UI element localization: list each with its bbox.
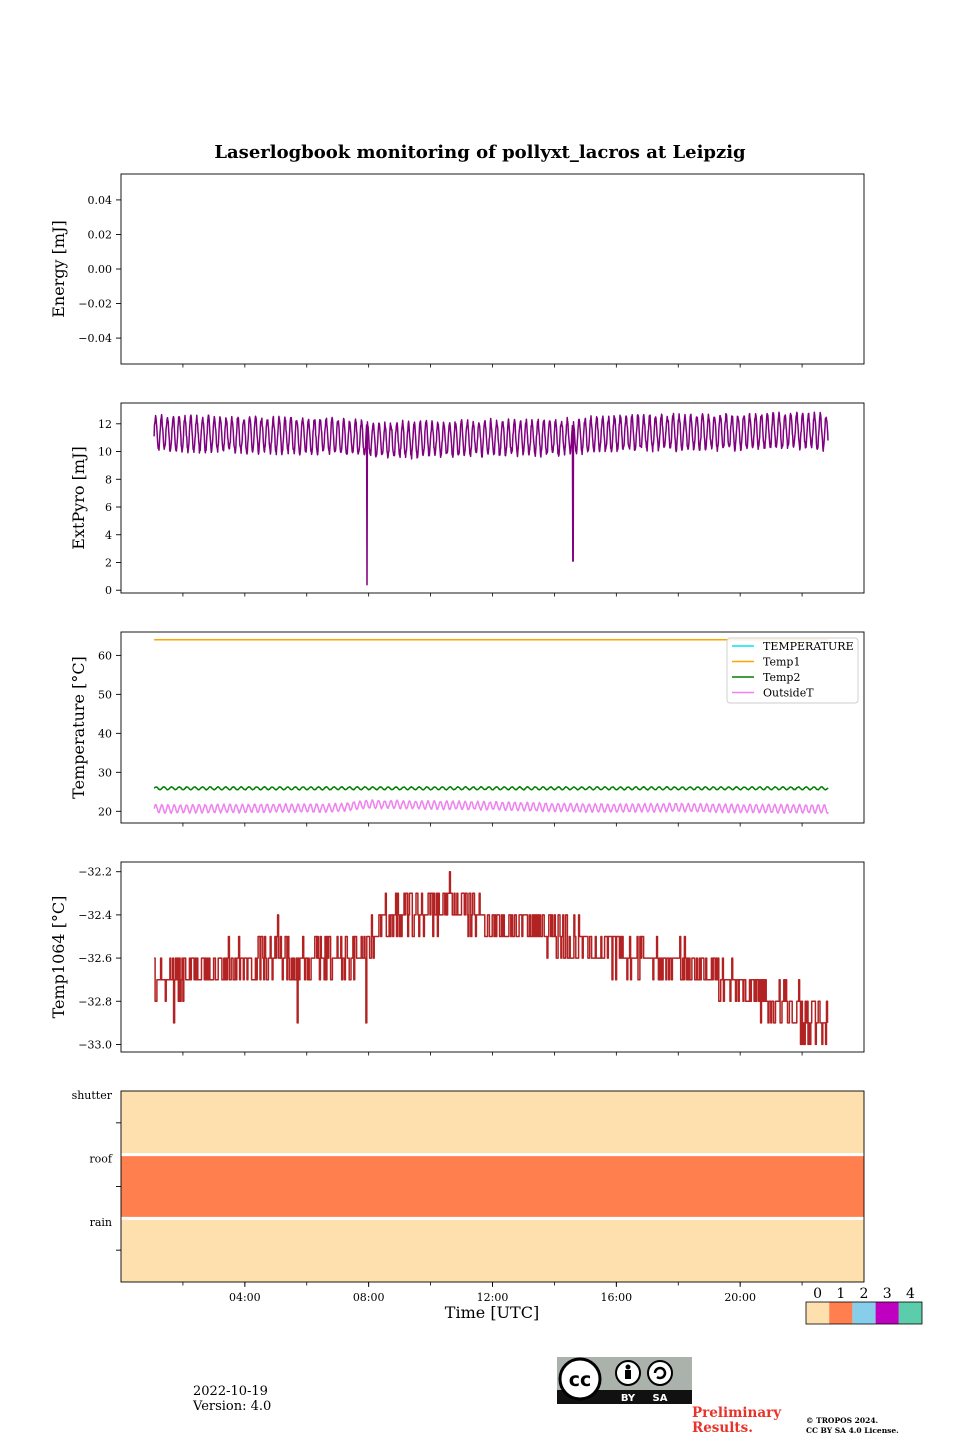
colorbar-swatch (852, 1302, 876, 1324)
panel-0-y-tick-label: −0.02 (78, 298, 112, 311)
x-tick-label: 20:00 (724, 1291, 756, 1304)
preliminary-results-note: Preliminary Results. (692, 1406, 781, 1436)
panel-0-background (121, 174, 864, 364)
colorbar-swatch (806, 1302, 830, 1324)
x-tick-label: 12:00 (477, 1291, 509, 1304)
panel-2-y-tick-label: 60 (98, 649, 112, 662)
panel-0-y-tick-label: 0.04 (88, 194, 113, 207)
copyright-line-1: © TROPOS 2024. (806, 1416, 879, 1425)
panel-1-y-tick-label: 4 (105, 529, 112, 542)
panel-1-y-tick-label: 2 (105, 556, 112, 569)
sa-share-arrow (653, 1366, 667, 1380)
colorbar-label: 3 (883, 1286, 892, 1302)
panel-2-y-tick-label: 50 (98, 688, 112, 701)
status-row-rain (121, 1218, 864, 1282)
panel-3-y-tick-label: −32.4 (78, 909, 112, 922)
panel-3-background (121, 862, 864, 1052)
status-row-roof (121, 1154, 864, 1219)
footer-version: Version: 4.0 (193, 1399, 272, 1414)
sa-share-icon (647, 1360, 673, 1386)
by-person-body (625, 1370, 631, 1379)
panel-3-y-tick-label: −33.0 (78, 1038, 112, 1051)
legend-box (726, 637, 859, 704)
status-row-label: roof (89, 1153, 113, 1166)
panel-3-y-axis-label: Temp1064 [°C] (49, 896, 68, 1019)
x-axis-label: Time [UTC] (445, 1303, 539, 1322)
legend-label-temp2: Temp2 (763, 671, 800, 684)
panel-1-y-tick-label: 0 (105, 584, 112, 597)
panel-0-y-tick-label: −0.04 (78, 332, 112, 345)
panel-2-y-tick-label: 30 (98, 766, 112, 779)
panel-1-y-tick-label: 6 (105, 501, 112, 514)
panel-1-y-tick-label: 12 (98, 418, 112, 431)
colorbar-label: 1 (836, 1286, 845, 1302)
preliminary-line-2: Results. (692, 1420, 753, 1436)
colorbar-swatch (875, 1302, 899, 1324)
panel-2-y-tick-label: 40 (98, 727, 112, 740)
panel-0-y-axis-label: Energy [mJ] (49, 220, 68, 318)
panel-1-series-0-line (153, 411, 829, 586)
panel-1-y-tick-label: 10 (98, 446, 112, 459)
panel-2-y-tick-label: 20 (98, 805, 112, 818)
colorbar-swatch (829, 1302, 853, 1324)
status-row-shutter (121, 1091, 864, 1155)
colorbar-swatch (898, 1302, 922, 1324)
panel-2-y-axis-label: Temperature [°C] (69, 656, 88, 799)
by-person-head (625, 1364, 631, 1370)
cc-logo-text: cc (569, 1369, 592, 1391)
panel-1-y-tick-label: 8 (105, 473, 112, 486)
panel-0-y-tick-label: 0.00 (88, 263, 113, 276)
colorbar-frame (805, 1301, 923, 1325)
status-row-label: shutter (72, 1089, 113, 1102)
status-row-label: rain (90, 1216, 112, 1229)
legend-label-temperature: TEMPERATURE (763, 640, 854, 653)
x-tick-label: 16:00 (600, 1291, 632, 1304)
footer-date: 2022-10-19 (193, 1384, 268, 1399)
cc-license-badge: cc BY SA (557, 1357, 692, 1404)
x-tick-label: 08:00 (353, 1291, 385, 1304)
cc-logo-icon (558, 1357, 602, 1401)
panel-3-y-tick-label: −32.2 (78, 866, 112, 879)
panel-1-y-axis-label: ExtPyro [mJ] (69, 446, 88, 549)
copyright-line-2: CC BY SA 4.0 License. (806, 1426, 899, 1435)
copyright-note: © TROPOS 2024. CC BY SA 4.0 License. (806, 1416, 899, 1436)
panel-0-y-tick-label: 0.02 (88, 228, 113, 241)
cc-by-label: BY (621, 1393, 636, 1404)
cc-sa-label: SA (653, 1393, 668, 1404)
colorbar-label: 2 (860, 1286, 869, 1302)
panel-3-y-tick-label: −32.6 (78, 952, 112, 965)
panel-3-series-0-line (154, 870, 829, 1046)
x-tick-label: 04:00 (229, 1291, 261, 1304)
colorbar-label: 4 (906, 1286, 915, 1302)
panel-3-y-tick-label: −32.8 (78, 995, 112, 1008)
legend-label-temp1: Temp1 (763, 656, 800, 669)
chart-title: Laserlogbook monitoring of pollyxt_lacro… (214, 142, 746, 163)
panel-2-series-outsidet-line (153, 799, 829, 815)
legend-label-outsidet: OutsideT (763, 687, 814, 700)
preliminary-line-1: Preliminary (692, 1405, 782, 1421)
colorbar-label: 0 (813, 1286, 822, 1302)
panel-2-series-temp2-line (153, 785, 829, 791)
